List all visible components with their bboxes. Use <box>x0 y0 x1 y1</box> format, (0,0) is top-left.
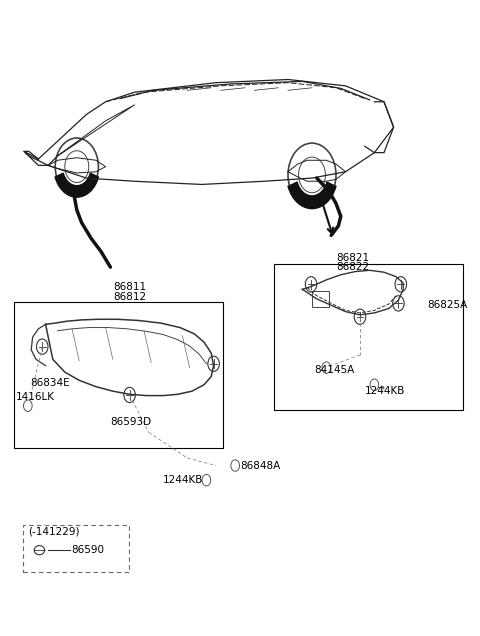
Text: 86812: 86812 <box>113 292 146 302</box>
Text: 86834E: 86834E <box>30 378 70 388</box>
Text: 1416LK: 1416LK <box>15 392 54 403</box>
Text: 1244KB: 1244KB <box>163 475 204 485</box>
Text: →: → <box>377 383 385 393</box>
Text: 86821: 86821 <box>336 252 369 263</box>
Text: 84145A: 84145A <box>314 365 355 375</box>
Text: 86811: 86811 <box>113 282 146 293</box>
Bar <box>14 302 223 448</box>
Text: (-141229): (-141229) <box>28 526 79 536</box>
Wedge shape <box>288 182 336 209</box>
Text: 86848A: 86848A <box>240 460 280 471</box>
Text: 86825A: 86825A <box>427 300 468 310</box>
Text: 1244KB: 1244KB <box>365 386 405 396</box>
Text: 86593D: 86593D <box>110 417 152 427</box>
Text: 86590: 86590 <box>71 545 104 555</box>
Wedge shape <box>55 173 98 197</box>
Bar <box>274 264 463 410</box>
Text: 86822: 86822 <box>336 262 369 272</box>
Bar <box>312 291 329 307</box>
